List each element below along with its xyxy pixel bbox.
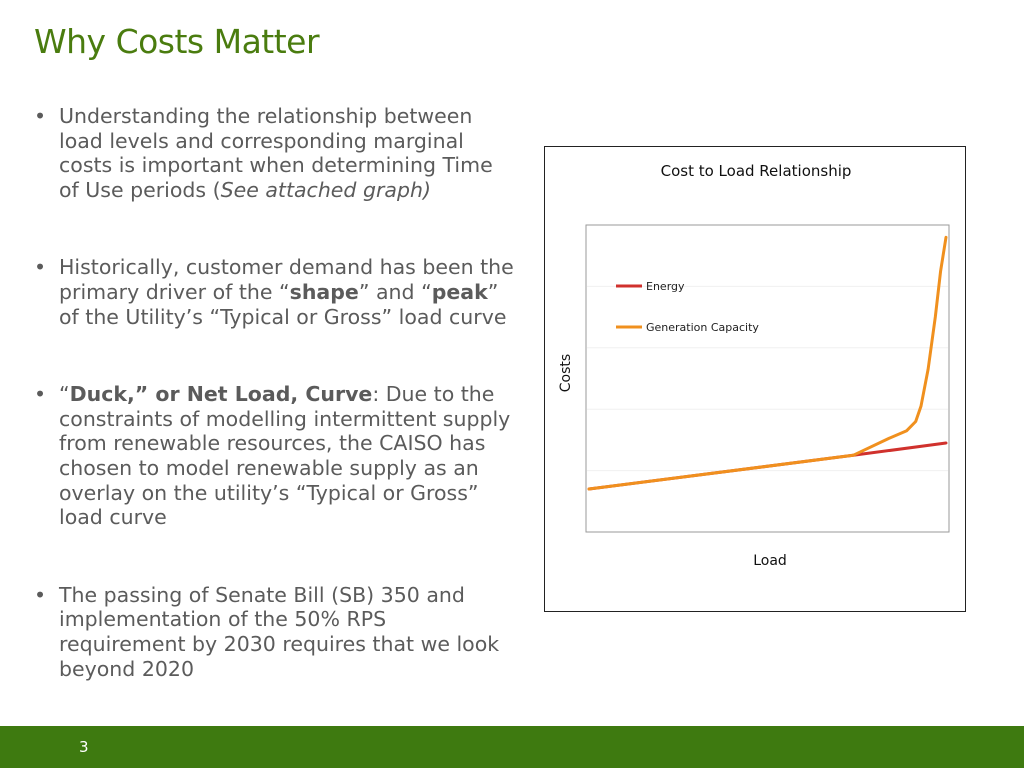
bullet-text: ” of the Utility’s “Typical or Gross” lo… bbox=[59, 279, 507, 329]
slide-title: Why Costs Matter bbox=[34, 22, 320, 61]
footer-bar: 3 bbox=[0, 726, 1024, 768]
bullet-bold-duck-curve: Duck,” or Net Load, Curve bbox=[69, 382, 373, 407]
plot-area bbox=[585, 224, 950, 533]
legend: Energy Generation Capacity bbox=[616, 280, 759, 334]
bullet-item: • The passing of Senate Bill (SB) 350 and… bbox=[34, 583, 514, 681]
bullet-text: Historically, customer demand has been t… bbox=[59, 255, 514, 304]
bullet-marker: • bbox=[34, 255, 47, 280]
series-layer bbox=[587, 235, 948, 491]
bullet-marker: • bbox=[34, 382, 47, 407]
bullet-text: : Due to the constraints of modelling in… bbox=[59, 382, 511, 530]
bullet-bold-shape: shape bbox=[289, 279, 359, 304]
cost-load-chart: Cost to Load Relationship Energy Generati… bbox=[558, 162, 950, 569]
chart-title: Cost to Load Relationship bbox=[661, 162, 852, 180]
gridlines bbox=[587, 285, 948, 472]
chart-container: Cost to Load Relationship Energy Generati… bbox=[544, 146, 966, 612]
bullet-item: • Understanding the relationship between … bbox=[34, 104, 514, 202]
bullet-text: ” and “ bbox=[358, 279, 432, 304]
bullet-marker: • bbox=[34, 582, 47, 607]
x-axis-label: Load bbox=[753, 553, 787, 569]
bullet-text: Understanding the relationship between l… bbox=[59, 104, 493, 202]
bullet-text: The passing of Senate Bill (SB) 350 and … bbox=[59, 582, 500, 681]
bullet-emphasis: See attached graph) bbox=[220, 177, 431, 202]
page-number: 3 bbox=[79, 738, 89, 756]
bullet-marker: • bbox=[34, 104, 47, 128]
series-line-generation-capacity bbox=[587, 235, 948, 491]
bullet-item: • “Duck,” or Net Load, Curve: Due to the … bbox=[34, 382, 514, 530]
bullet-text: “ bbox=[59, 382, 70, 407]
y-axis-label: Costs bbox=[558, 354, 574, 392]
legend-label: Energy bbox=[646, 280, 685, 293]
legend-label: Generation Capacity bbox=[646, 321, 759, 334]
bullet-item: • Historically, customer demand has been … bbox=[34, 255, 514, 329]
bullet-list: • Understanding the relationship between … bbox=[34, 104, 514, 734]
bullet-bold-peak: peak bbox=[431, 279, 488, 304]
